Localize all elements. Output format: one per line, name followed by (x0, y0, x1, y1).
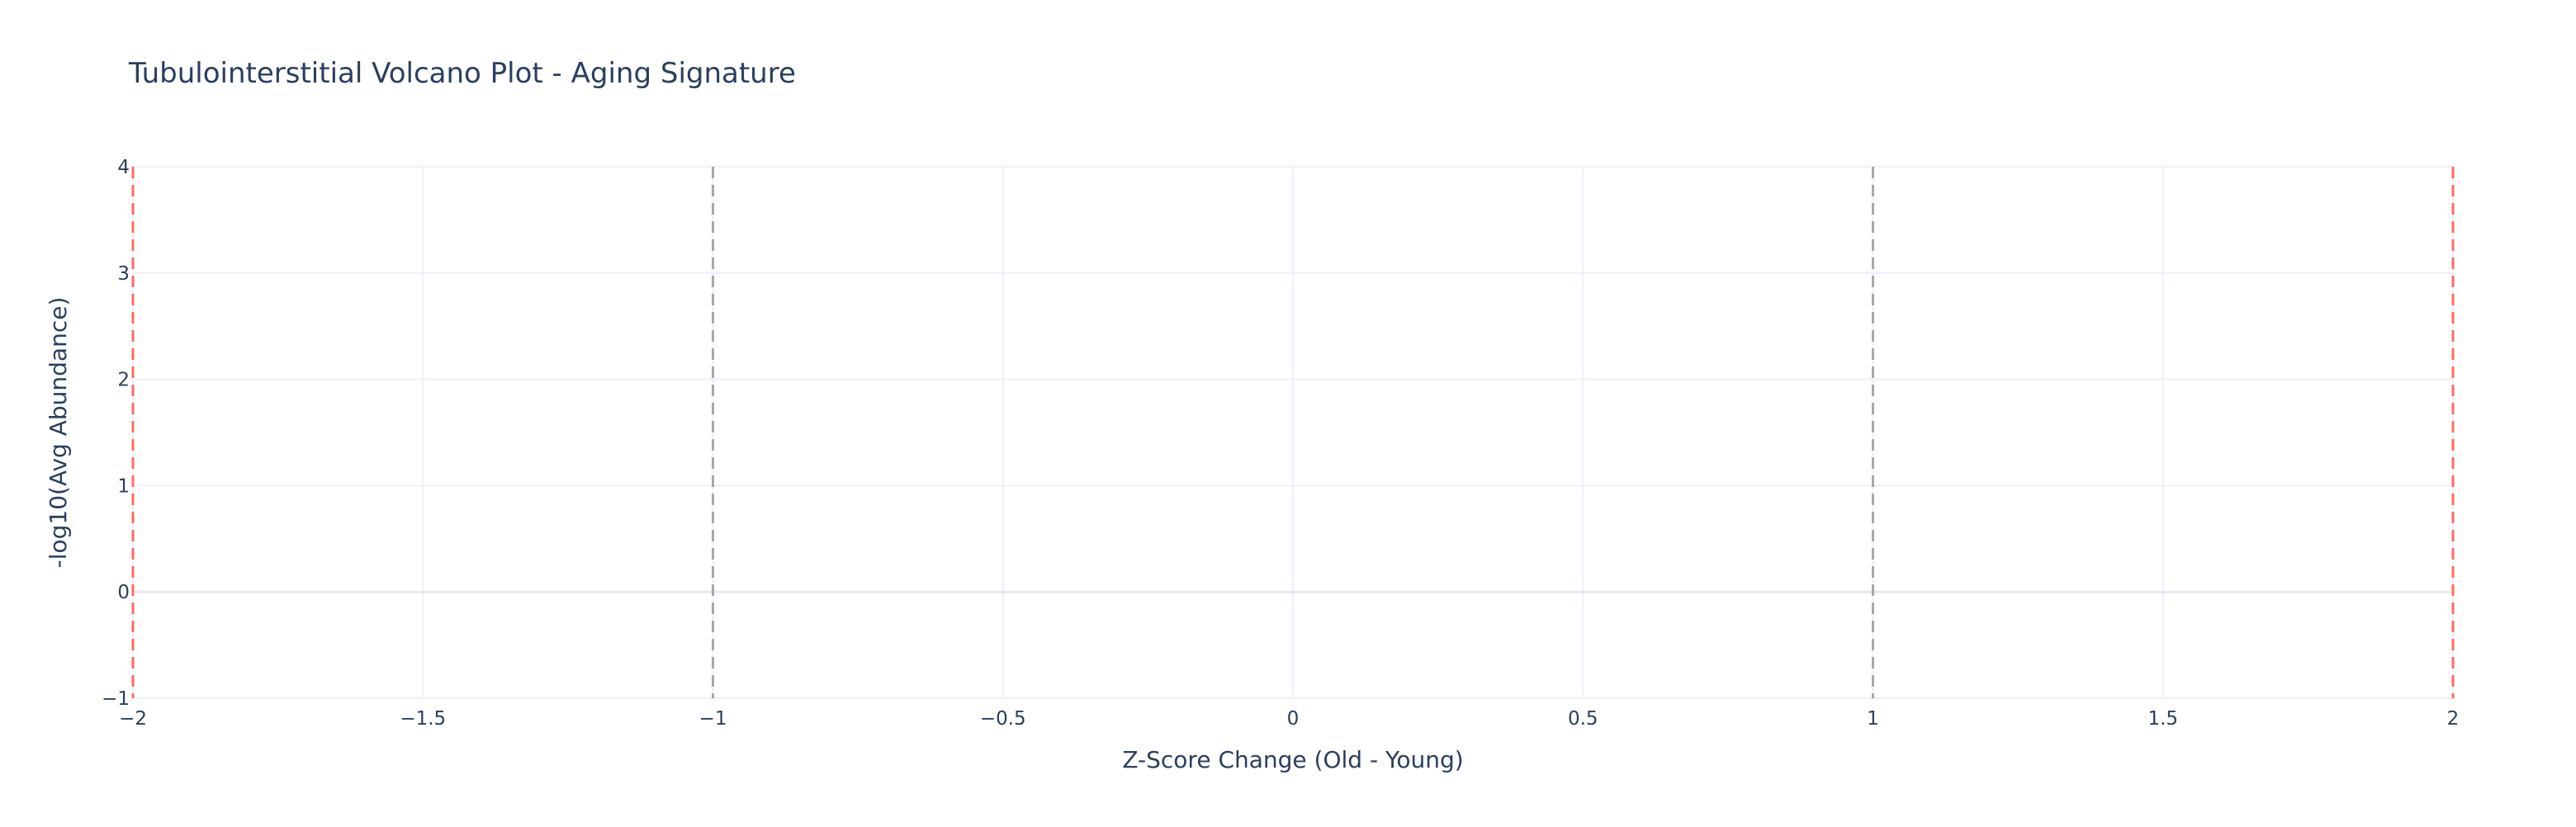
y-axis-label: -log10(Avg Abundance) (45, 297, 72, 569)
chart-title: Tubulointerstitial Volcano Plot - Aging … (128, 57, 796, 90)
x-tick-label: 0 (1287, 708, 1300, 730)
x-tick-label: −1.5 (400, 708, 446, 730)
x-tick-label: −2 (119, 708, 147, 730)
x-tick-label: −1 (699, 708, 727, 730)
y-tick-label: 4 (117, 157, 130, 178)
x-tick-label: 2 (2447, 708, 2460, 730)
x-tick-label: 1 (1867, 708, 1879, 730)
x-tick-labels: −2 −1.5 −1 −0.5 0 0.5 1 1.5 2 (119, 708, 2459, 730)
x-tick-label: 1.5 (2147, 708, 2178, 730)
y-tick-label: 2 (117, 370, 130, 391)
x-tick-label: 0.5 (1568, 708, 1598, 730)
y-tick-label: 0 (117, 582, 130, 603)
threshold-lines (131, 167, 2455, 698)
x-axis-label: Z-Score Change (Old - Young) (1122, 746, 1463, 773)
y-tick-labels: −1 0 1 2 3 4 (102, 157, 130, 710)
y-tick-label: −1 (102, 688, 130, 710)
x-tick-label: −0.5 (980, 708, 1026, 730)
y-tick-label: 1 (117, 475, 130, 497)
grid-layer (132, 166, 2454, 699)
y-tick-label: 3 (117, 263, 130, 285)
